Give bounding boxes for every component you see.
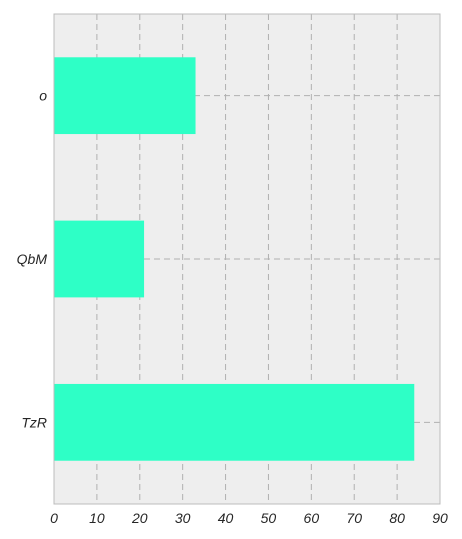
x-axis-ticks: 0 10 20 30 40 50 60 70 80 90 [50, 510, 448, 526]
y-tick-label: o [39, 88, 47, 104]
x-tick-label: 20 [131, 510, 148, 526]
bar-o [54, 57, 196, 135]
x-tick-label: 70 [346, 510, 362, 526]
plot-frame [53, 13, 441, 505]
bar-qbm [54, 220, 145, 298]
x-tick-label: 90 [432, 510, 448, 526]
bars [54, 57, 415, 461]
y-axis-ticks: o QbM TzR [17, 88, 48, 431]
bar-tzr [54, 383, 415, 461]
x-tick-label: 60 [304, 510, 320, 526]
y-tick-label: QbM [17, 251, 48, 267]
x-tick-label: 80 [389, 510, 405, 526]
x-tick-label: 10 [89, 510, 105, 526]
y-tick-label: TzR [21, 414, 47, 430]
x-tick-label: 50 [261, 510, 277, 526]
x-tick-label: 0 [50, 510, 58, 526]
x-tick-label: 40 [218, 510, 234, 526]
x-tick-label: 30 [175, 510, 191, 526]
